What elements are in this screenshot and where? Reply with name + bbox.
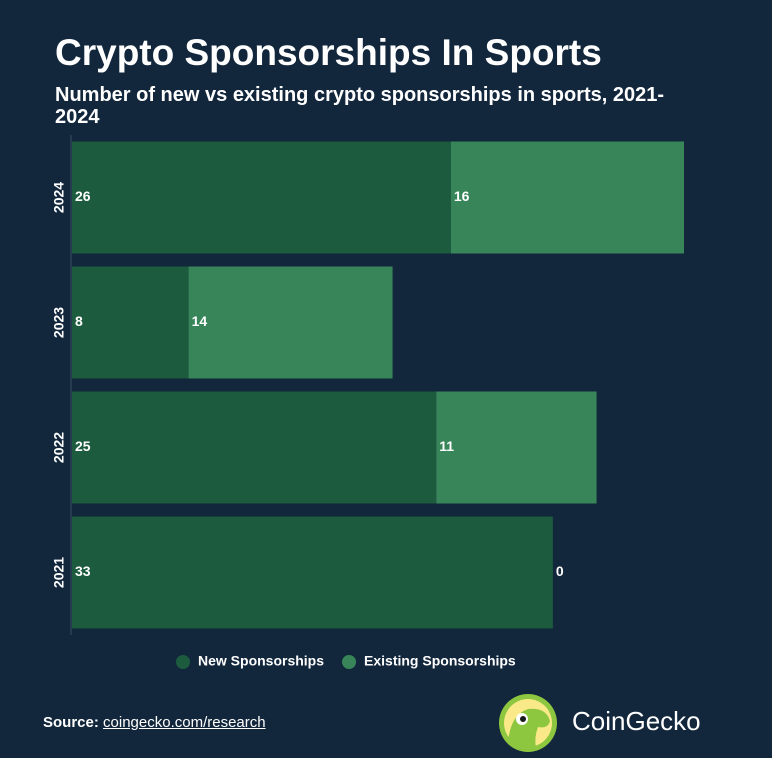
chart-title: Crypto Sponsorships In Sports (55, 32, 602, 73)
value-label: 25 (75, 438, 91, 454)
bar (72, 516, 553, 629)
bar (72, 141, 451, 254)
brand-name: CoinGecko (572, 706, 701, 736)
value-label: 0 (556, 563, 564, 579)
value-label: 26 (75, 188, 91, 204)
brand-logo (499, 694, 557, 752)
chart-subtitle: Number of new vs existing crypto sponsor… (55, 84, 665, 128)
legend-label: Existing Sponsorships (364, 653, 516, 669)
y-tick-label: 2021 (51, 557, 67, 588)
legend-swatch (342, 655, 357, 669)
value-label: 16 (454, 188, 470, 204)
legend-label: New Sponsorships (198, 653, 324, 669)
value-label: 11 (439, 438, 454, 454)
value-label: 33 (75, 563, 91, 579)
legend-swatch (176, 655, 190, 669)
source-label: Source: (43, 714, 99, 731)
bar (436, 391, 597, 504)
value-label: 14 (192, 313, 208, 329)
bar (72, 391, 437, 504)
bar (72, 266, 189, 379)
bar (188, 266, 393, 379)
y-tick-label: 2024 (51, 182, 67, 213)
y-tick-label: 2022 (51, 432, 67, 463)
source: Source: coingecko.com/research (43, 714, 266, 731)
source-link[interactable]: coingecko.com/research (103, 714, 266, 731)
value-label: 8 (75, 313, 83, 329)
bar (450, 141, 684, 254)
y-tick-label: 2023 (51, 307, 67, 338)
chart: 2024 26 16 2023 8 14 2022 25 11 2021 33 0 New Sponso… (51, 135, 684, 669)
